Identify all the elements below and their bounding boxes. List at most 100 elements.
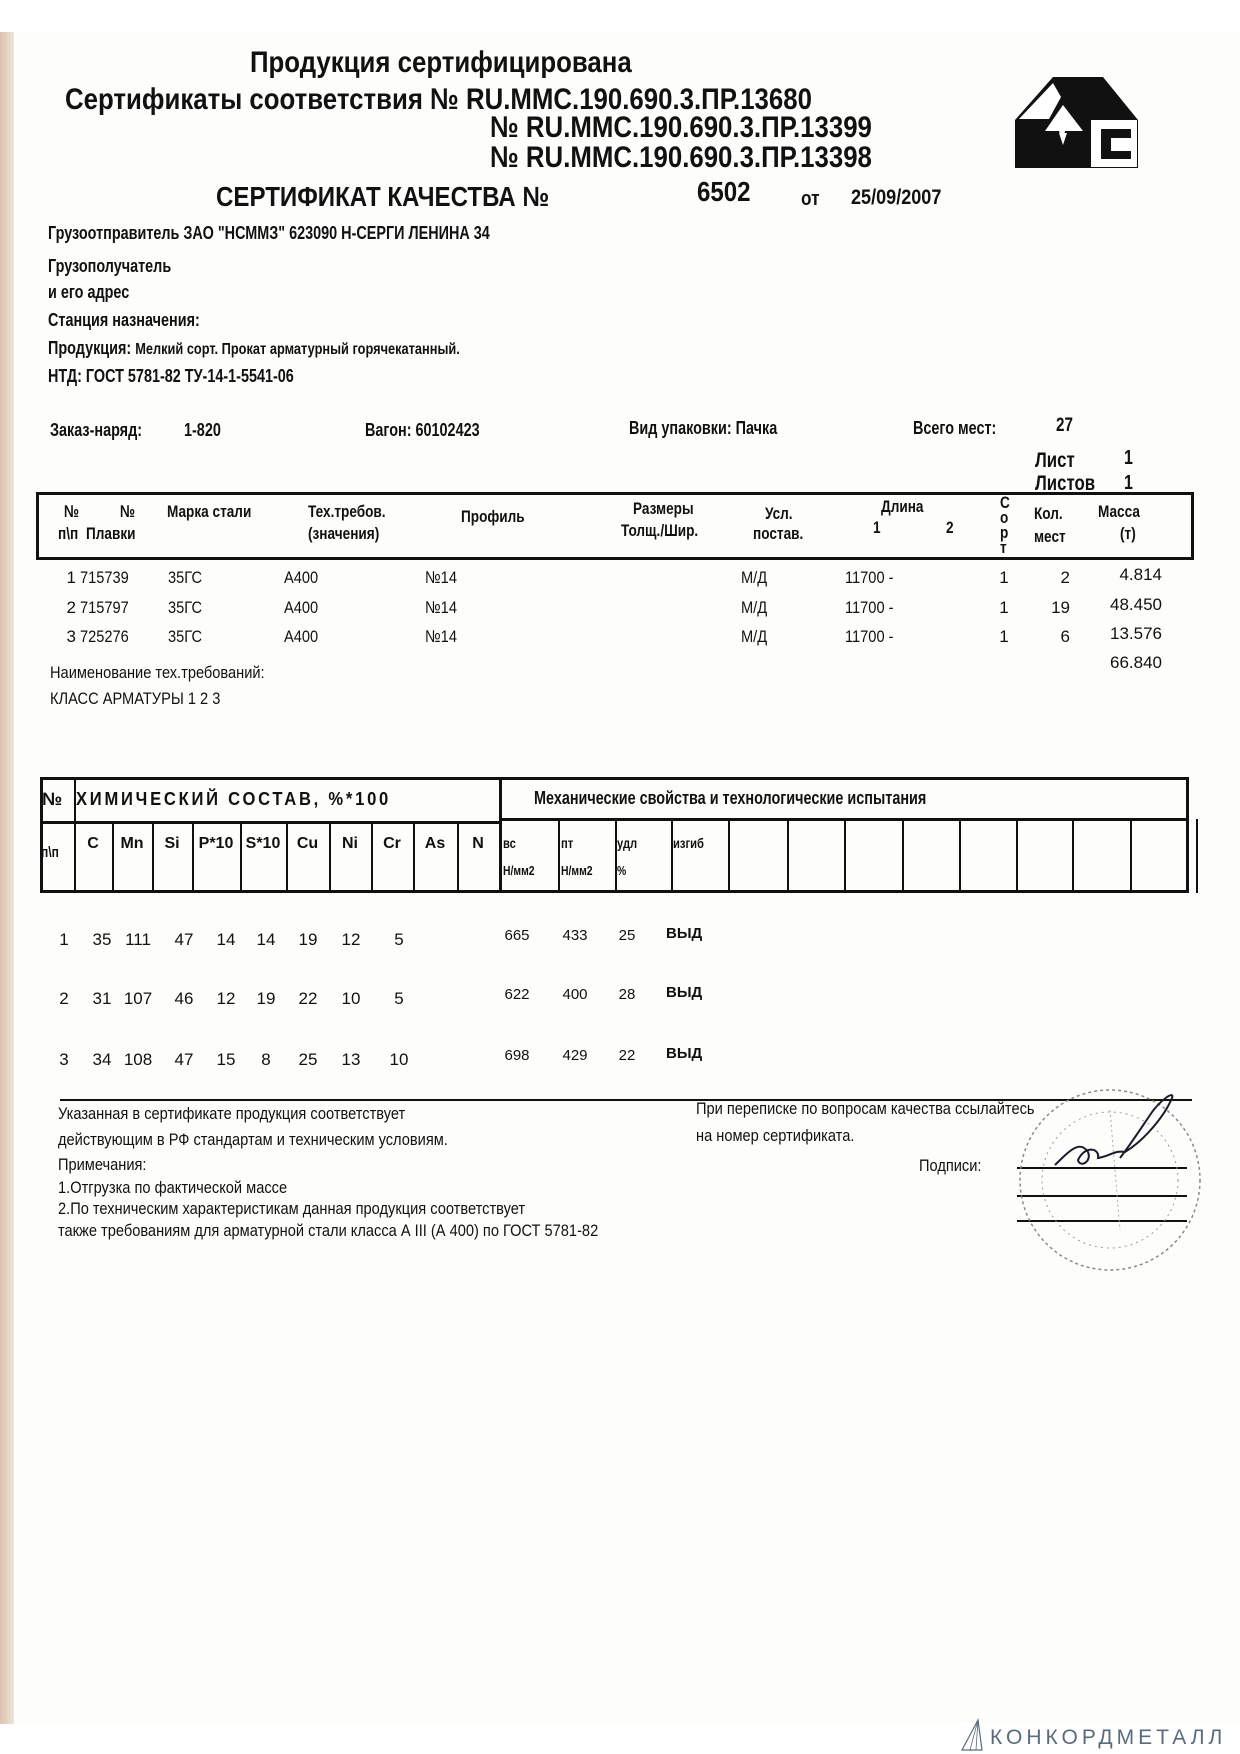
grid-line [112,822,114,893]
chem-value: 31 [92,989,112,1008]
profile: №14 [425,598,457,617]
mech-value: 698 [504,1047,530,1064]
watermark-text: КОНКОРДМЕТАЛЛ [990,1726,1227,1749]
sort: 1 [999,627,1009,646]
note-item: также требованиям для арматурной стали к… [58,1221,599,1240]
delivery-condition: М/Д [741,598,768,617]
order-label: Заказ-наряд: [50,420,143,440]
header-sort: р [1000,523,1009,542]
wagon-value: 60102423 [415,420,480,440]
shipper-label: Грузоотправитель [48,223,180,243]
profile: №14 [425,627,457,646]
chem-value: 10 [341,989,361,1008]
header-size: Размеры [633,499,694,518]
steel-grade: 35ГС [168,598,203,617]
header-heat: № [120,502,136,521]
length: 11700 - [845,568,894,587]
length: 11700 - [845,598,894,617]
grid-line [844,819,846,893]
chem-value: 25 [298,1050,318,1069]
mech-value: 22 [618,1047,636,1064]
correspondence-line: При переписке по вопросам качества ссыла… [696,1099,1035,1118]
mech-column-unit: Н/мм2 [503,863,535,878]
header-num: № [64,502,80,521]
chem-value: 10 [389,1050,409,1069]
product-label: Продукция: [48,338,132,358]
pp-label: п\п [41,844,59,861]
sheets-value: 1 [1124,472,1133,494]
mass: 13.576 [1110,624,1162,643]
chem-value: 111 [125,930,151,949]
mech-value: 429 [562,1047,588,1064]
certified-heading: Продукция сертифицирована [250,46,632,79]
total-places-value: 27 [1056,415,1073,436]
header-qty: мест [1034,527,1066,546]
quality-certificate-title: СЕРТИФИКАТ КАЧЕСТВА № [216,181,550,212]
consignee-label: Грузополучатель [48,256,172,276]
company-stamp-icon [1019,1089,1201,1271]
chem-value: 15 [216,1050,236,1069]
heat-number: 715797 [80,598,129,617]
mech-column: пт [561,835,574,851]
grid-line [240,822,242,893]
grid-line [615,819,617,893]
chem-column-si: Si [164,835,180,852]
sheet-value: 1 [1124,447,1133,469]
grid-line [40,777,43,893]
header-num: п\п [58,524,79,543]
tech-requirements-label: Наименование тех.требований: [50,663,265,682]
bend-test-result: ВЫД [666,925,703,942]
ntd-value: ГОСТ 5781-82 ТУ-14-1-5541-06 [85,366,294,386]
grid-line [1072,819,1074,893]
grid-line [1196,819,1198,893]
grid-line [192,822,194,893]
rebar-class: КЛАСС АРМАТУРЫ 1 2 3 [50,689,221,708]
signature-line [1017,1167,1187,1169]
header-qty: Кол. [1034,504,1063,523]
certificate-number: № RU.ММС.190.690.3.ПР.13399 [490,111,872,144]
correspondence-line: на номер сертификата. [696,1126,855,1145]
tech-requirement: A400 [284,598,319,617]
grid-line [558,819,560,893]
chem-value: 5 [394,930,404,949]
paper-edge [0,32,14,1724]
chem-value: 14 [216,930,236,949]
bend-test-result: ВЫД [666,1045,703,1062]
grid-line [959,819,961,893]
row-number: 2 [66,598,76,617]
mech-title: Механические свойства и технологические … [534,788,927,808]
length: 11700 - [845,627,894,646]
mech-value: 25 [618,927,636,944]
grid-line [457,822,459,893]
row-number: 1 [59,930,69,949]
sheet-label: Лист [1035,449,1075,472]
signature-icon [1054,1094,1174,1166]
mech-value: 28 [618,986,636,1003]
tech-requirement: A400 [284,568,319,587]
sort: 1 [999,568,1009,587]
grid-line [1016,819,1018,893]
certificate-number: № RU.ММС.190.690.3.ПР.13398 [490,141,872,174]
header-tech: Тех.требов. [308,502,386,521]
places-count: 2 [1060,568,1070,587]
heat-number: 715739 [80,568,129,587]
chem-column-as: As [424,835,446,852]
chem-value: 14 [256,930,276,949]
grid-line [40,777,1188,780]
chem-value: 19 [298,930,318,949]
mech-value: 400 [562,986,588,1003]
grid-line [671,819,673,893]
header-cond: Усл. [765,504,793,523]
places-count: 19 [1051,598,1070,617]
grid-line [499,777,502,893]
mech-column: изгиб [673,835,704,851]
wagon-label: Вагон: [365,420,412,440]
mech-column-unit: Н/мм2 [561,863,593,878]
shipper-row: Грузоотправитель ЗАО "НСММЗ" 623090 Н-СЕ… [48,224,490,242]
grid-line [1130,819,1132,893]
chem-value: 12 [341,930,361,949]
chem-value: 46 [174,989,194,1008]
grid-line [413,822,415,893]
chem-value: 8 [261,1050,271,1069]
package-value: Пачка [735,418,778,438]
